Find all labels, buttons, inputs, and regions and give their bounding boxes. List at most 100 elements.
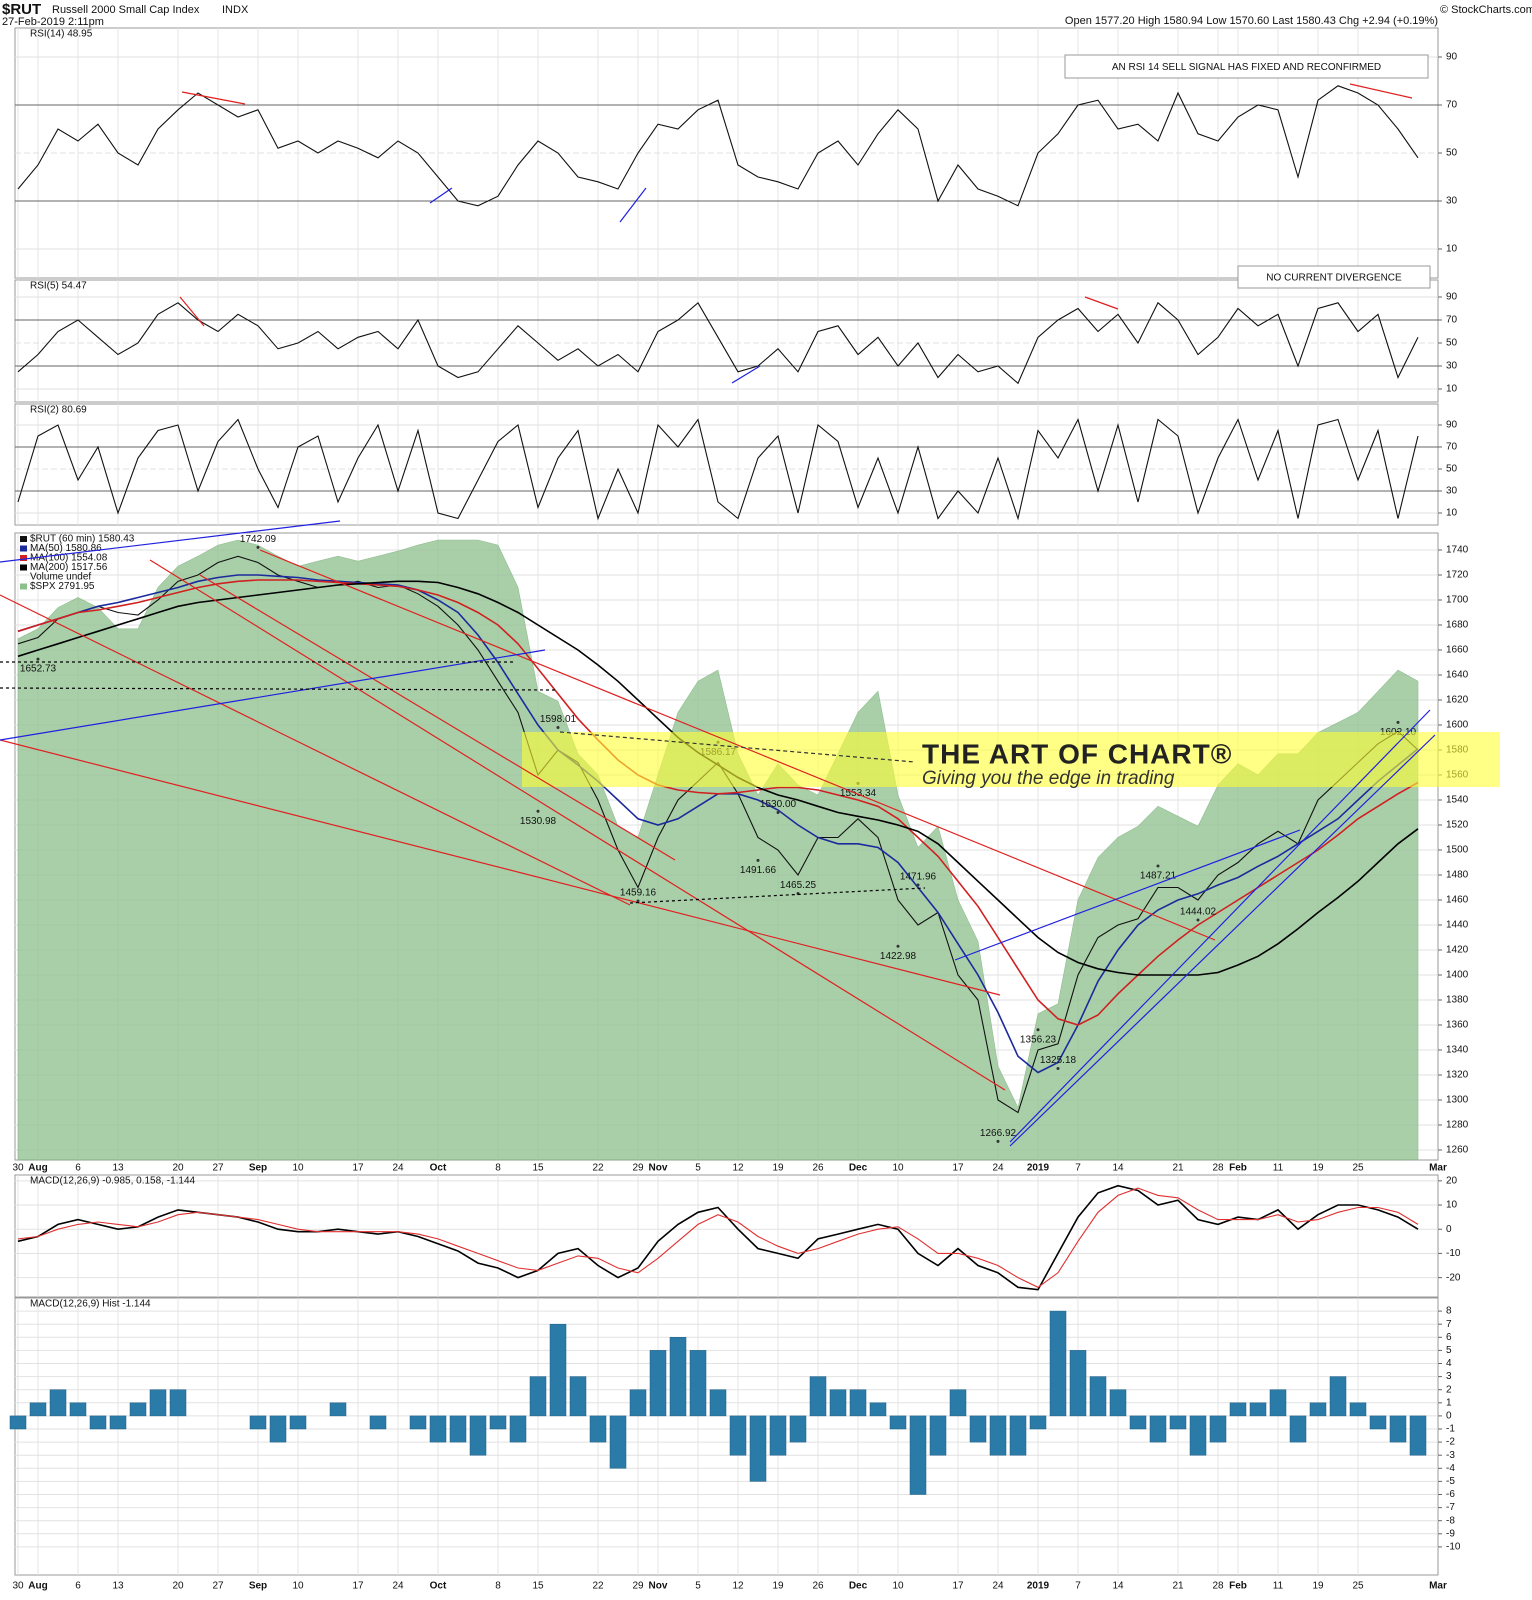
panel: 10 30 50 70 90 RSI(14) 48.95 AN RSI 14 SELL SI… <box>14 27 1458 279</box>
x-tick-label: Mar <box>1429 1163 1447 1174</box>
y-tick-label: 0 <box>1446 1224 1452 1235</box>
bar <box>369 1415 387 1430</box>
bar <box>809 1376 827 1417</box>
price-point <box>1036 1028 1040 1032</box>
bar <box>49 1389 67 1417</box>
price-label: 1325.18 <box>1040 1055 1077 1066</box>
x-tick-label: 17 <box>952 1581 964 1592</box>
panel: 10 30 50 70 90 RSI(5) 54.47 NO CURRENT DIVERGE… <box>14 265 1458 403</box>
y-tick-label: 1700 <box>1446 595 1469 606</box>
y-tick-label: 1680 <box>1446 620 1469 631</box>
x-tick-label: 14 <box>1112 1581 1124 1592</box>
y-tick-label: 1600 <box>1446 720 1469 731</box>
source: © StockCharts.com <box>1440 4 1532 16</box>
bar <box>1109 1389 1127 1417</box>
legend-label: $RUT (60 min) 1580.43 <box>30 534 135 545</box>
x-tick-label: 2019 <box>1027 1581 1050 1592</box>
x-tick-label: Nov <box>649 1581 668 1592</box>
x-tick-label: 24 <box>392 1581 404 1592</box>
x-tick-label: 2019 <box>1027 1163 1050 1174</box>
panel-frame <box>14 403 1439 526</box>
x-tick-label: Feb <box>1229 1581 1247 1592</box>
line <box>17 301 1419 385</box>
bar <box>709 1389 727 1417</box>
x-tick-label: 13 <box>112 1163 124 1174</box>
y-tick-label: 90 <box>1446 52 1458 63</box>
x-tick-label: 30 <box>12 1163 24 1174</box>
legend-swatch <box>20 545 27 552</box>
bar <box>1389 1415 1407 1443</box>
x-tick-label: 11 <box>1273 1581 1284 1592</box>
support-line <box>559 731 916 763</box>
panel: 1260128013001320134013601380140014201440… <box>12 532 1469 1174</box>
x-tick-label: 28 <box>1212 1163 1224 1174</box>
divergence-arrow <box>181 91 246 105</box>
price-point <box>1056 1067 1060 1071</box>
price-point <box>896 944 900 948</box>
x-tick-label: 29 <box>632 1163 644 1174</box>
x-tick-label: Sep <box>249 1581 267 1592</box>
x-tick-label: Mar <box>1429 1581 1447 1592</box>
support-line <box>0 687 556 691</box>
divergence-arrow <box>1084 296 1119 310</box>
y-tick-label: 1460 <box>1446 895 1469 906</box>
bar <box>929 1415 947 1456</box>
bar <box>269 1415 287 1443</box>
divergence-arrow <box>619 187 647 223</box>
y-tick-label: 1740 <box>1446 545 1469 556</box>
line <box>17 418 1419 521</box>
trend-line <box>0 594 631 906</box>
x-tick-label: 20 <box>172 1581 184 1592</box>
y-tick-label: 1540 <box>1446 795 1469 806</box>
y-tick-label: 90 <box>1446 292 1458 303</box>
price-label: 1422.98 <box>880 951 917 962</box>
annotation-box <box>1237 265 1431 289</box>
price-point <box>1156 864 1160 868</box>
bar <box>1249 1402 1267 1417</box>
bar <box>729 1415 747 1456</box>
x-tick-label: 12 <box>732 1163 744 1174</box>
price-label: 1491.66 <box>740 865 777 876</box>
x-tick-label: 10 <box>892 1581 904 1592</box>
bar <box>1369 1415 1387 1430</box>
y-tick-label: 1280 <box>1446 1120 1469 1131</box>
trend-line <box>149 559 1006 1091</box>
bar <box>69 1402 87 1417</box>
y-tick-label: 2 <box>1446 1384 1452 1395</box>
bar <box>29 1402 47 1417</box>
bar <box>1209 1415 1227 1443</box>
bar <box>469 1415 487 1456</box>
x-tick-label: 29 <box>632 1581 644 1592</box>
x-tick-label: 19 <box>772 1581 784 1592</box>
bar <box>1269 1389 1287 1417</box>
annotation: AN RSI 14 SELL SIGNAL HAS FIXED AND RECO… <box>1112 62 1381 73</box>
y-tick-label: 10 <box>1446 508 1458 519</box>
price-point <box>1196 918 1200 922</box>
price-label: 1742.09 <box>240 534 277 545</box>
price-label: 1487.21 <box>1140 871 1177 882</box>
y-tick-label: 50 <box>1446 464 1458 475</box>
x-tick-label: Aug <box>28 1163 47 1174</box>
y-tick-label: 7 <box>1446 1319 1452 1330</box>
y-tick-label: 1380 <box>1446 995 1469 1006</box>
price-label: 1471.96 <box>900 872 937 883</box>
trend-line <box>259 549 1216 941</box>
x-tick-label: Sep <box>249 1163 267 1174</box>
x-tick-label: 13 <box>112 1581 124 1592</box>
line <box>17 579 1419 1026</box>
panel-frame <box>14 1174 1439 1298</box>
y-tick-label: 4 <box>1446 1358 1452 1369</box>
x-tick-label: 5 <box>695 1581 701 1592</box>
price-point <box>556 725 560 729</box>
support-line <box>629 887 926 904</box>
x-tick-label: 15 <box>532 1163 544 1174</box>
exchange: INDX <box>222 4 249 16</box>
bar <box>589 1415 607 1443</box>
bar <box>1189 1415 1207 1456</box>
line <box>17 85 1419 207</box>
price-point <box>256 545 260 549</box>
y-tick-label: -8 <box>1446 1515 1455 1526</box>
y-tick-label: 30 <box>1446 361 1458 372</box>
